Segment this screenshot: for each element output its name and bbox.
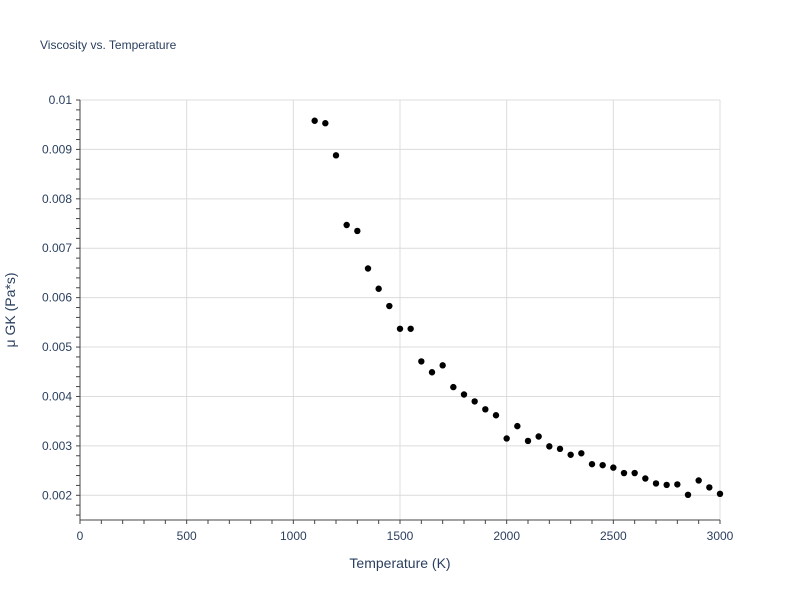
data-point <box>332 152 340 159</box>
data-point <box>631 469 638 477</box>
data-point <box>418 358 425 365</box>
data-point <box>375 285 382 292</box>
grid-lines <box>80 99 721 520</box>
data-point <box>706 484 713 491</box>
data-point <box>716 490 724 498</box>
x-tick-label: 2000 <box>493 529 520 543</box>
x-tick-label: 3000 <box>707 529 734 543</box>
axes <box>76 99 721 524</box>
x-tick-label: 2500 <box>600 529 627 543</box>
data-point <box>471 398 478 405</box>
data-point <box>684 491 692 498</box>
data-point <box>674 481 681 488</box>
data-point <box>396 325 404 332</box>
data-point <box>311 117 318 124</box>
data-point <box>556 445 564 453</box>
y-tick-label: 0.007 <box>42 241 72 255</box>
x-tick-label: 1000 <box>280 529 307 543</box>
data-point <box>428 369 436 376</box>
y-tick-label: 0.005 <box>42 340 72 354</box>
data-point <box>610 464 617 471</box>
data-point <box>322 120 329 127</box>
data-point <box>460 391 468 398</box>
data-point <box>546 443 553 450</box>
x-axis-title: Temperature (K) <box>349 555 450 571</box>
data-point <box>652 480 660 487</box>
data-points <box>311 117 724 498</box>
data-point <box>492 412 500 419</box>
tick-labels: 0 500 1000 1500 2000 2500 3000 0.002 0.003 0.004 0… <box>42 93 734 543</box>
data-point <box>642 475 649 482</box>
x-tick-label: 500 <box>177 529 197 543</box>
data-point <box>407 325 414 332</box>
chart-title: Viscosity vs. Temperature <box>40 38 177 52</box>
y-tick-label: 0.01 <box>49 93 73 107</box>
y-tick-label: 0.006 <box>42 291 72 305</box>
data-point <box>364 265 372 272</box>
data-point <box>535 433 542 440</box>
data-point <box>578 450 585 457</box>
data-point <box>386 302 393 310</box>
y-tick-label: 0.004 <box>42 389 72 403</box>
data-point <box>524 437 532 445</box>
data-point <box>354 227 361 235</box>
data-point <box>588 460 596 468</box>
data-point <box>439 362 446 369</box>
data-point <box>503 435 510 442</box>
y-tick-label: 0.009 <box>42 142 72 156</box>
data-point <box>663 481 670 489</box>
data-point <box>482 406 489 413</box>
data-point <box>450 383 457 391</box>
x-tick-label: 1500 <box>387 529 414 543</box>
y-tick-label: 0.008 <box>42 192 72 206</box>
y-axis-title: μ GK (Pa*s) <box>2 273 18 348</box>
data-point <box>567 451 574 458</box>
data-point <box>343 221 350 229</box>
data-point <box>514 422 521 430</box>
x-tick-label: 0 <box>77 529 84 543</box>
y-tick-label: 0.003 <box>42 439 72 453</box>
data-point <box>599 461 606 469</box>
data-point <box>695 477 702 484</box>
data-point <box>620 469 628 477</box>
y-tick-label: 0.002 <box>42 488 72 502</box>
